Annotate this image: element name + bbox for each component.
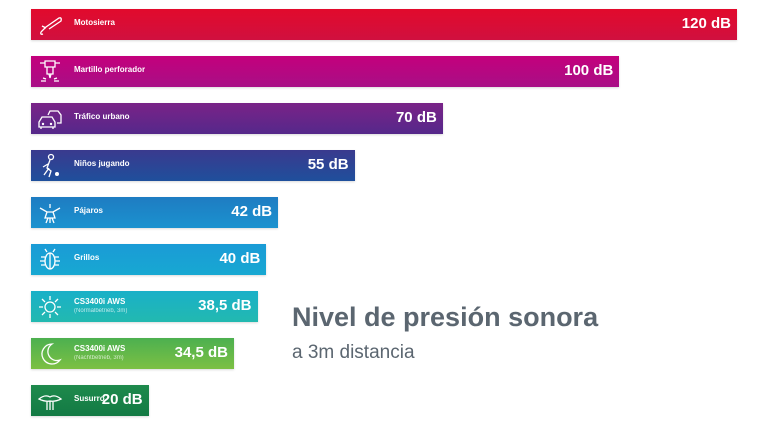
bar-value-label: 40 dB [219, 250, 261, 267]
bar-1: Martillo perforador 100 dB [31, 56, 620, 87]
bar-label: CS3400i AWS (Normalbetrieb, 3m) [74, 297, 127, 314]
bird-icon [39, 204, 61, 224]
bar-label-text: Martillo perforador [74, 65, 146, 74]
bar-label: Pájaros [74, 206, 103, 215]
jackhammer-icon [40, 60, 60, 82]
bar-4: Pájaros 42 dB [31, 197, 279, 228]
bar-2: Tráfico urbano 70 dB [31, 103, 443, 134]
bar-label: Tráfico urbano [74, 112, 130, 121]
bar-value-label: 42 dB [231, 203, 273, 220]
bar-value-label: 120 dB [681, 15, 731, 32]
child-playing-icon [42, 153, 59, 178]
sun-icon [39, 296, 61, 318]
bar-0: Motosierra 120 dB [31, 9, 737, 40]
bar-value-label: 34,5 dB [174, 344, 228, 361]
moon-icon [41, 343, 62, 365]
bar-label-text: Motosierra [74, 18, 115, 27]
cars-icon [38, 110, 62, 129]
chart-title: Nivel de presión sonora [292, 302, 599, 332]
bar-sublabel: (Nachtbetrieb, 3m) [74, 355, 124, 361]
bar-6: CS3400i AWS (Normalbetrieb, 3m) 38,5 dB [31, 291, 258, 322]
bar-label-text: CS3400i AWS [74, 297, 126, 306]
bar-value-label: 100 dB [564, 62, 614, 79]
bar-value-label: 38,5 dB [198, 297, 252, 314]
bar-label: Niños jugando [74, 159, 130, 168]
bar-5: Grillos 40 dB [31, 244, 267, 275]
bar-label-text: Niños jugando [74, 159, 130, 168]
bar-label-text: Pájaros [74, 206, 103, 215]
bar-value-label: 20 dB [101, 391, 143, 408]
bar-3: Niños jugando 55 dB [31, 150, 355, 181]
bar-label-text: Grillos [74, 253, 100, 262]
bar-value-label: 70 dB [395, 109, 437, 126]
bar-7: CS3400i AWS (Nachtbetrieb, 3m) 34,5 dB [31, 338, 234, 369]
bar-label-text: Tráfico urbano [74, 112, 130, 121]
bar-sublabel: (Normalbetrieb, 3m) [74, 308, 128, 314]
bar-label: Martillo perforador [74, 65, 145, 74]
bar-label: CS3400i AWS (Nachtbetrieb, 3m) [74, 344, 125, 361]
whisper-lips-icon [37, 395, 63, 410]
chainsaw-icon [40, 17, 62, 35]
cricket-icon [40, 248, 60, 270]
chart-subtitle: a 3m distancia [292, 342, 415, 363]
bar-label-text: Susurro [74, 394, 105, 403]
bar-label: Susurro [74, 394, 105, 403]
bar-label: Motosierra [74, 18, 115, 27]
bar-label: Grillos [74, 253, 99, 262]
bar-value-label: 55 dB [307, 156, 349, 173]
bar-8: Susurro 20 dB [31, 385, 149, 416]
bar-label-text: CS3400i AWS [74, 344, 126, 353]
